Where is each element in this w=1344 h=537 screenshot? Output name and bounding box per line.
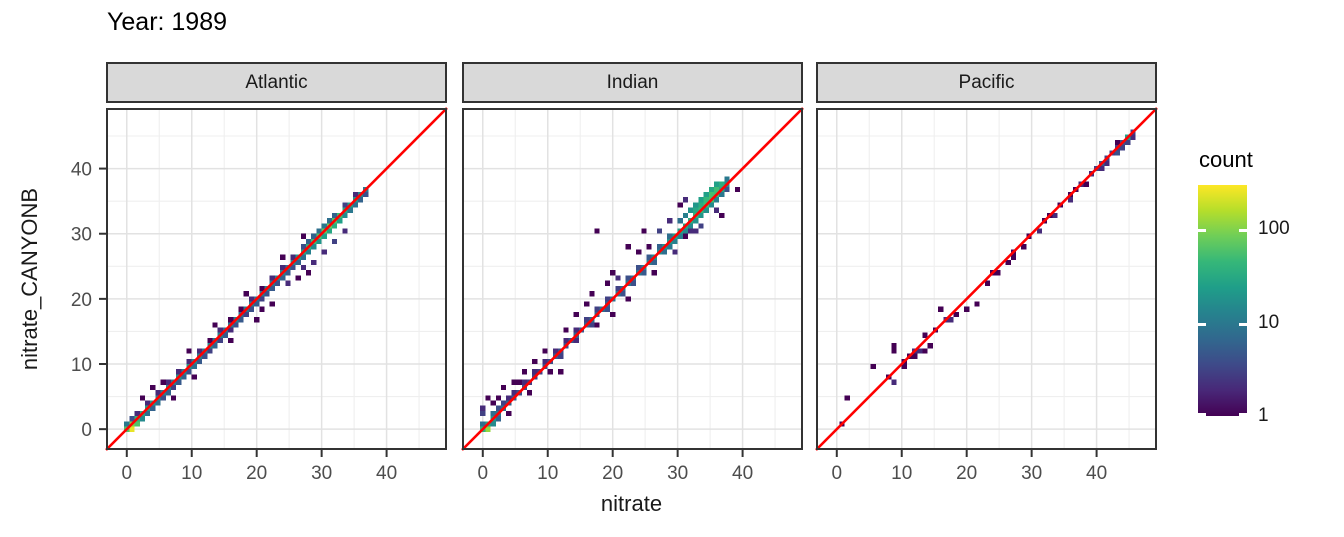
legend-tick-label: 10 bbox=[1258, 311, 1280, 333]
legend-tick-label: 100 bbox=[1258, 218, 1290, 240]
x-tick-label: 40 bbox=[732, 463, 753, 484]
plot-title: Year: 1989 bbox=[107, 8, 228, 36]
x-tick-label: 30 bbox=[311, 463, 332, 484]
x-tick-label: 40 bbox=[1086, 463, 1107, 484]
x-tick-label: 20 bbox=[602, 463, 623, 484]
x-tick-label: 10 bbox=[181, 463, 202, 484]
y-tick-label: 20 bbox=[71, 290, 92, 311]
panel-indian: 0 10 20 30 40 bbox=[461, 107, 804, 484]
grid-major bbox=[816, 108, 1157, 450]
facet-strip-pacific: Pacific bbox=[816, 62, 1157, 103]
y-tick-label: 0 bbox=[81, 420, 92, 441]
x-axis-ticks: 0 10 20 30 40 bbox=[121, 450, 397, 484]
grid-minor bbox=[106, 108, 447, 450]
x-axis-title: nitrate bbox=[600, 491, 663, 516]
x-tick-label: 0 bbox=[477, 463, 488, 484]
x-axis-ticks: 0 10 20 30 40 bbox=[477, 450, 753, 484]
grid-minor bbox=[816, 108, 1157, 450]
legend-colorbar-tick bbox=[1198, 322, 1206, 326]
x-tick-label: 20 bbox=[246, 463, 267, 484]
legend-colorbar-tick bbox=[1198, 229, 1206, 233]
facet-strip-indian: Indian bbox=[462, 62, 803, 103]
x-tick-label: 0 bbox=[831, 463, 842, 484]
x-tick-label: 40 bbox=[376, 463, 397, 484]
facet-strip-atlantic: Atlantic bbox=[106, 62, 447, 103]
legend-colorbar-tick bbox=[1239, 322, 1247, 326]
panel-atlantic: 0 10 20 30 40 bbox=[105, 107, 448, 484]
facet-strip-label: Indian bbox=[606, 71, 659, 93]
x-tick-label: 10 bbox=[537, 463, 558, 484]
legend-colorbar-tick bbox=[1239, 229, 1247, 233]
x-tick-label: 20 bbox=[956, 463, 977, 484]
grid-major bbox=[462, 108, 803, 450]
legend-title: count bbox=[1199, 147, 1253, 172]
identity-line bbox=[815, 107, 1158, 451]
legend-tick-label: 1 bbox=[1258, 405, 1269, 426]
panel-border bbox=[106, 108, 447, 450]
y-axis-title: nitrate_CANYONB bbox=[17, 187, 42, 371]
legend-colorbar-tick bbox=[1198, 413, 1206, 416]
y-axis: 0 10 20 30 40 bbox=[71, 160, 106, 441]
legend-colorbar-tick bbox=[1239, 413, 1247, 416]
legend-colorbar bbox=[1198, 185, 1247, 416]
identity-line bbox=[461, 107, 804, 451]
facet-strip-label: Pacific bbox=[958, 71, 1015, 93]
panel-border bbox=[816, 108, 1157, 450]
x-tick-label: 30 bbox=[1021, 463, 1042, 484]
facet-strip-label: Atlantic bbox=[245, 71, 308, 93]
identity-line bbox=[105, 107, 448, 451]
x-tick-label: 10 bbox=[891, 463, 912, 484]
x-tick-label: 30 bbox=[667, 463, 688, 484]
panel-pacific: 0 10 20 30 40 bbox=[815, 107, 1158, 484]
x-tick-label: 0 bbox=[121, 463, 132, 484]
y-tick-label: 40 bbox=[71, 160, 92, 181]
y-tick-label: 30 bbox=[71, 225, 92, 246]
grid-minor bbox=[462, 108, 803, 450]
panel-border bbox=[462, 108, 803, 450]
y-tick-label: 10 bbox=[71, 355, 92, 376]
grid-major bbox=[106, 108, 447, 450]
x-axis-ticks: 0 10 20 30 40 bbox=[831, 450, 1107, 484]
